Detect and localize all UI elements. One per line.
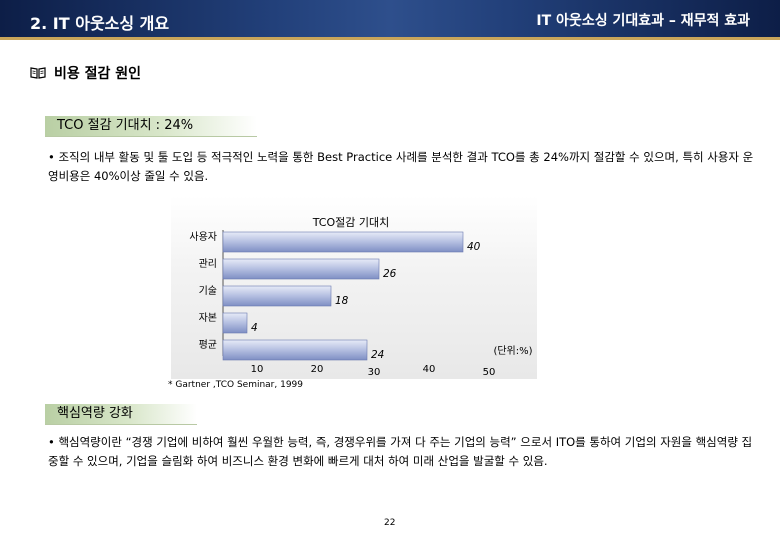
chart-title: TCO절감 기대치 [312, 216, 390, 229]
data-label: 26 [383, 268, 397, 280]
category-label: 자본 [199, 312, 217, 324]
header-left-title: 2. IT 아웃소싱 개요 [30, 14, 170, 33]
core-description: • 핵심역량이란 “경쟁 기업에 비하여 훨씬 우월한 능력, 즉, 경쟁우위를… [48, 435, 753, 468]
data-label: 18 [335, 295, 349, 307]
x-tick-label: 10 [251, 364, 264, 375]
section-title: 비용 절감 원인 [54, 66, 142, 82]
header-underline [0, 37, 780, 40]
tco-chart-svg: TCO절감 기대치 (단위:%) 사용자 40 관리 26 기술 18 자본 4 평균 24 10 2… [189, 216, 532, 378]
book-icon [30, 67, 46, 79]
tco-description: • 조직의 내부 활동 및 툴 도입 등 적극적인 노력을 통한 Best Pr… [48, 150, 754, 183]
x-tick-label: 30 [368, 367, 381, 378]
section-heading: 비용 절감 원인 [30, 63, 141, 83]
bar [222, 285, 332, 307]
core-tag: 핵심역량 강화 [45, 404, 197, 425]
bar [222, 312, 248, 334]
category-label: 사용자 [189, 231, 217, 243]
tco-tag: TCO 절감 기대치 : 24% [45, 116, 257, 137]
category-label: 평균 [199, 339, 217, 351]
data-label: 24 [371, 349, 384, 361]
data-label: 4 [251, 322, 258, 334]
category-label: 관리 [199, 258, 217, 270]
header-right-title: IT 아웃소싱 기대효과 – 재무적 효과 [536, 13, 750, 29]
data-label: 40 [467, 241, 481, 253]
chart-source: * Gartner ,TCO Seminar, 1999 [168, 380, 304, 390]
page-number: 22 [384, 518, 396, 528]
category-label: 기술 [199, 285, 217, 297]
bar [222, 231, 464, 253]
unit-label: (단위:%) [493, 344, 532, 357]
bar [222, 258, 380, 280]
x-tick-label: 40 [423, 364, 436, 375]
header-bar: 2. IT 아웃소싱 개요 IT 아웃소싱 기대효과 – 재무적 효과 [0, 0, 780, 40]
x-tick-label: 50 [483, 367, 496, 378]
bar [222, 339, 368, 361]
x-tick-label: 20 [311, 364, 324, 375]
tco-chart: TCO절감 기대치 (단위:%) 사용자 40 관리 26 기술 18 자본 4 평균 24 10 2… [171, 196, 537, 379]
